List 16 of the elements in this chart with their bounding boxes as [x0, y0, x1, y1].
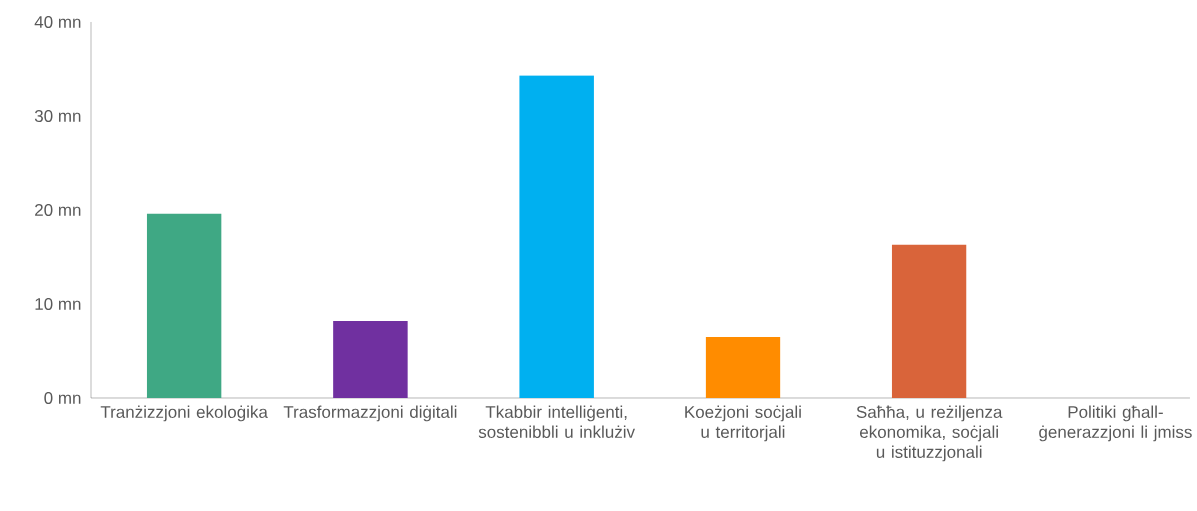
x-tick-label: Tranżizzjoni ekoloġika [100, 405, 268, 422]
bar [519, 75, 594, 398]
y-tick-label: 40 mn [34, 15, 81, 29]
y-tick-label: 0 mn [44, 391, 81, 405]
x-tick-label: Tkabbir intelliġenti, sostenibbli u inklużiv [478, 405, 635, 439]
x-tick-label: Saħħa, u reżiljenza ekonomika, soċjali u istituzzjonali [856, 405, 1003, 462]
x-tick-label: Koeżjoni soċjali u territorjali [685, 405, 801, 442]
bar [705, 336, 781, 398]
y-tick-label: 20 mn [35, 203, 81, 217]
x-tick-label: Politiki għall-ġenerazzjoni li jmiss [1039, 405, 1192, 442]
bar [146, 213, 222, 398]
x-tick-label: Trasformazzjoni diġitali [283, 405, 457, 422]
y-tick-label: 30 mn [34, 109, 81, 123]
bar [333, 320, 408, 398]
y-tick-label: 10 mn [35, 297, 81, 311]
bar [891, 244, 967, 398]
